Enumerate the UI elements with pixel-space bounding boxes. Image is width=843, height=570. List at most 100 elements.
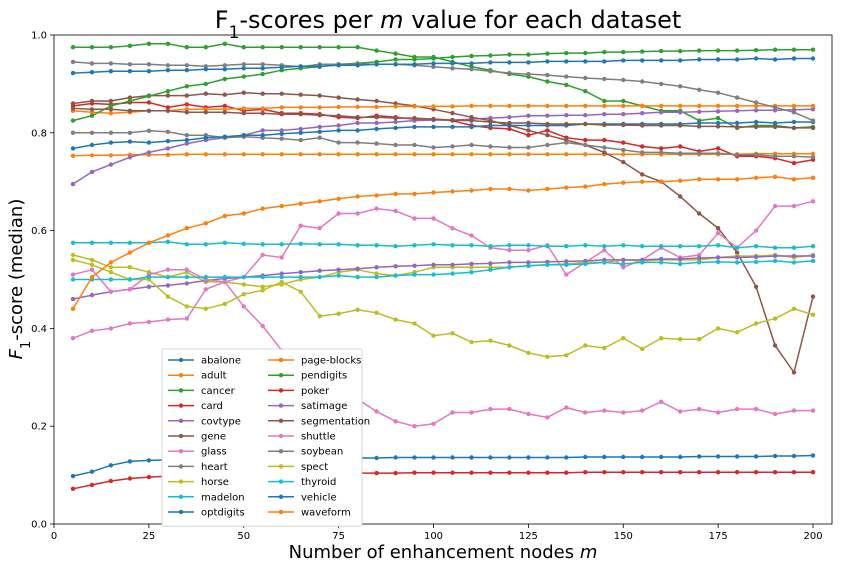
point-poker-110 [469,470,474,475]
chart-title-middle: -scores per [239,6,380,34]
point-madelon-65 [298,241,303,246]
point-cancer-55 [260,45,265,50]
series-line-waveform [72,176,814,310]
point-gene-15 [108,98,114,104]
series-thyroid [70,258,816,282]
y-tick-label-2: 0.4 [31,324,47,335]
point-poker-190 [772,470,778,475]
point-pendigits-170 [697,48,702,53]
point-covtype-30 [165,146,171,151]
point-heart-115 [488,144,493,149]
point-vehicle-75 [336,63,341,68]
point-covtype-165 [678,110,683,115]
point-gene-5 [70,101,76,106]
y-axis-label: F1-score (median) [6,199,34,360]
point-spect-170 [697,337,702,342]
point-poker-115 [488,470,493,475]
point-heart-180 [734,152,740,157]
point-abalone-115 [488,455,493,460]
point-adult-130 [545,152,550,157]
point-thyroid-160 [659,260,664,265]
point-thyroid-25 [146,274,152,280]
point-thyroid-150 [621,261,626,267]
point-soybean-145 [602,76,607,82]
point-thyroid-65 [298,274,303,280]
point-adult-65 [298,152,303,157]
point-soybean-45 [222,63,227,68]
x-tick-label-200: 200 [803,531,822,542]
point-shuttle-125 [526,411,531,417]
y-tick-label-0: 0.0 [31,520,47,531]
legend-marker-vehicle [278,494,284,499]
point-thyroid-155 [640,260,645,265]
point-pendigits-5 [70,118,76,123]
point-thyroid-180 [734,260,740,265]
point-covtype-20 [127,155,133,160]
point-poker-100 [431,470,436,475]
point-thyroid-170 [697,260,702,265]
point-page-blocks-155 [640,103,645,109]
point-shuttle-110 [469,410,474,415]
point-soybean-160 [659,81,664,87]
legend-label-spect: spect [301,462,328,473]
point-shuttle-50 [241,304,246,309]
x-axis-label: Number of enhancement nodes m [289,542,598,563]
point-covtype-135 [564,113,569,118]
point-waveform-185 [753,175,759,180]
series-waveform [70,174,816,311]
point-soybean-150 [621,77,626,83]
point-satimage-135 [564,259,569,264]
point-segmentation-200 [810,125,816,131]
point-poker-105 [450,470,455,475]
point-heart-90 [393,142,398,148]
point-satimage-30 [165,283,171,288]
point-madelon-155 [640,244,645,249]
point-satimage-5 [70,296,76,302]
point-covtype-150 [621,112,626,117]
point-thyroid-55 [260,274,265,280]
point-soybean-105 [450,66,455,71]
legend-item-abalone: abalone [168,356,241,367]
point-heart-195 [791,154,797,159]
point-abalone-150 [621,454,626,460]
point-abalone-90 [393,455,398,460]
point-shuttle-170 [697,406,702,412]
point-heart-120 [507,145,512,150]
point-madelon-5 [70,240,76,245]
point-covtype-70 [317,124,322,130]
point-madelon-150 [621,243,626,248]
point-segmentation-50 [241,111,246,116]
point-abalone-140 [583,454,588,460]
point-heart-175 [715,151,721,156]
point-poker-195 [791,470,797,475]
point-segmentation-10 [89,107,95,112]
point-waveform-65 [298,201,303,206]
point-adult-115 [488,152,493,157]
point-adult-90 [393,152,398,157]
legend-item-pendigits: pendigits [268,371,347,382]
point-heart-10 [89,130,95,135]
point-abalone-195 [791,453,797,459]
point-pendigits-195 [791,47,797,52]
point-vehicle-110 [469,61,474,66]
point-abalone-165 [678,454,683,460]
point-card-30 [165,105,171,110]
point-optdigits-80 [355,128,360,133]
point-cancer-130 [545,79,550,84]
chart-title-m: m [380,6,403,34]
point-madelon-105 [450,243,455,248]
point-pendigits-100 [431,56,436,61]
point-glass-80 [355,211,360,216]
point-shuttle-5 [70,272,76,277]
point-thyroid-130 [545,262,550,267]
y-tick-label-5: 1.0 [31,31,47,42]
point-spect-30 [165,294,171,299]
point-thyroid-190 [772,258,778,264]
series-line-horse [72,254,814,288]
point-shuttle-100 [431,421,436,426]
point-madelon-195 [791,245,797,250]
point-waveform-55 [260,206,265,211]
point-poker-180 [734,470,740,475]
point-gene-105 [450,111,455,116]
point-adult-15 [108,153,114,158]
